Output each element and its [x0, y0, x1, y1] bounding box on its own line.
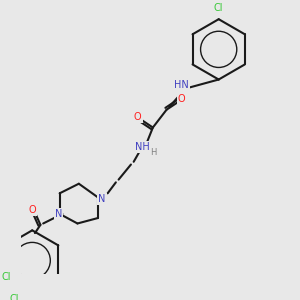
Text: HN: HN	[174, 80, 189, 90]
Text: NH: NH	[134, 142, 149, 152]
Text: N: N	[55, 209, 62, 219]
Text: O: O	[28, 205, 36, 215]
Text: O: O	[134, 112, 142, 122]
Text: Cl: Cl	[2, 272, 11, 282]
Text: O: O	[178, 94, 185, 104]
Text: Cl: Cl	[10, 294, 19, 300]
Text: N: N	[98, 194, 106, 204]
Text: H: H	[150, 148, 156, 157]
Text: Cl: Cl	[214, 3, 224, 13]
